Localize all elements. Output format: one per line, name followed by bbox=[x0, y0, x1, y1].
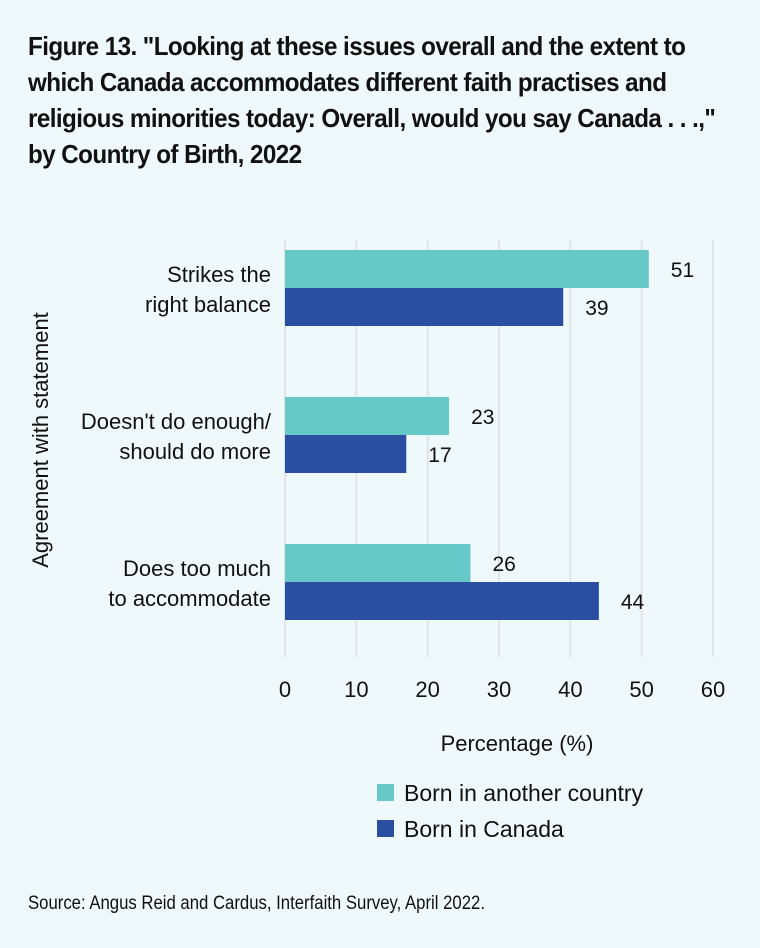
x-axis-title: Percentage (%) bbox=[441, 731, 594, 756]
legend-swatch bbox=[377, 784, 394, 801]
x-tick-label: 0 bbox=[279, 677, 291, 702]
category-labels: Strikes the right balance Doesn't do enoug… bbox=[81, 262, 272, 611]
x-tick-label: 10 bbox=[344, 677, 368, 702]
legend-swatch bbox=[377, 820, 394, 837]
x-tick-labels: 0 10 20 30 40 50 60 bbox=[279, 677, 725, 702]
value-label: 17 bbox=[428, 444, 451, 467]
bar-born-another-country bbox=[285, 544, 471, 582]
figure-title: Figure 13. "Looking at these issues over… bbox=[28, 31, 716, 169]
bars bbox=[285, 250, 649, 620]
value-label: 23 bbox=[471, 406, 494, 429]
x-tick-label: 40 bbox=[558, 677, 582, 702]
legend-label: Born in Canada bbox=[404, 816, 564, 842]
x-tick-label: 60 bbox=[701, 677, 725, 702]
category-label: should do more bbox=[119, 439, 271, 464]
value-label: 26 bbox=[492, 553, 515, 576]
category-label: Strikes the bbox=[167, 262, 271, 287]
value-label: 51 bbox=[671, 259, 694, 282]
value-labels: 51 39 23 17 26 44 bbox=[428, 259, 694, 614]
value-label: 44 bbox=[621, 591, 645, 614]
bar-born-another-country bbox=[285, 250, 649, 288]
bar-born-canada bbox=[285, 582, 599, 620]
value-label: 39 bbox=[585, 297, 608, 320]
source-note: Source: Angus Reid and Cardus, Interfait… bbox=[28, 893, 485, 914]
bar-born-canada bbox=[285, 435, 407, 473]
x-tick-label: 20 bbox=[415, 677, 439, 702]
legend: Born in another country Born in Canada bbox=[377, 780, 644, 842]
y-axis-title: Agreement with statement bbox=[28, 312, 53, 568]
category-label: right balance bbox=[145, 292, 271, 317]
category-label: Doesn't do enough/ bbox=[81, 409, 272, 434]
legend-label: Born in another country bbox=[404, 780, 644, 806]
bar-born-another-country bbox=[285, 397, 450, 435]
category-label: to accommodate bbox=[108, 586, 271, 611]
x-tick-label: 30 bbox=[487, 677, 511, 702]
bar-born-canada bbox=[285, 288, 564, 326]
category-label: Does too much bbox=[123, 556, 271, 581]
x-tick-label: 50 bbox=[629, 677, 653, 702]
